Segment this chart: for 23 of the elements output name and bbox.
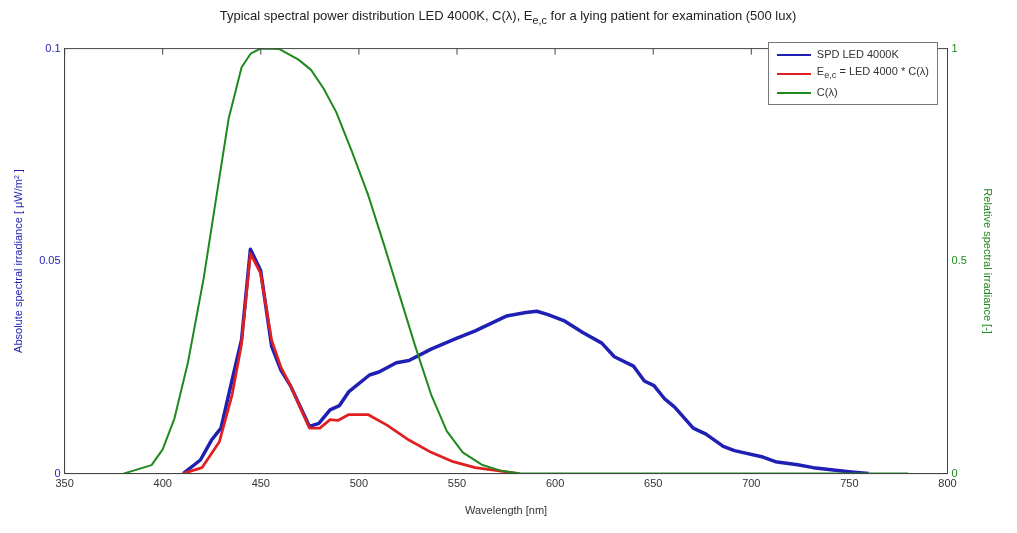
x-tick-label: 550 bbox=[447, 477, 467, 490]
y-tick-label: 0.05 bbox=[39, 254, 61, 267]
x-tick-label: 750 bbox=[840, 477, 859, 490]
y2-tick-label: 0 bbox=[951, 466, 958, 479]
x-tick-label: 600 bbox=[545, 477, 565, 490]
x-tick-label: 350 bbox=[55, 477, 74, 490]
y-tick-label: 0.1 bbox=[45, 41, 61, 54]
x-tick-label: 500 bbox=[349, 477, 369, 490]
x-tick-label: 700 bbox=[742, 477, 761, 490]
legend-label: SPD LED 4000K bbox=[816, 47, 899, 62]
legend-label: E$_{e,c}$ = LED 4000 * C(λ) bbox=[816, 64, 929, 83]
y-axis-title: Absolute spectral irradiance [ μW/m² ] bbox=[11, 169, 24, 353]
chart-title: Typical spectral power distribution LED 4000K, C(λ), E$_{e,c}$ for a lying patient for examination (500 lux) bbox=[218, 8, 798, 28]
y2-tick-label: 1 bbox=[951, 41, 958, 54]
x-tick-label: 650 bbox=[644, 477, 663, 490]
x-axis-title: Wavelength [nm] bbox=[464, 504, 548, 517]
legend-label: C(λ) bbox=[816, 85, 838, 101]
y-tick-label: 0 bbox=[54, 466, 61, 479]
x-tick-label: 400 bbox=[153, 477, 172, 490]
y2-axis-title: Relative spectral irradiance [-] bbox=[982, 188, 995, 334]
y2-tick-label: 0.5 bbox=[951, 254, 967, 267]
x-tick-label: 450 bbox=[251, 477, 270, 490]
x-tick-label: 800 bbox=[938, 477, 957, 490]
